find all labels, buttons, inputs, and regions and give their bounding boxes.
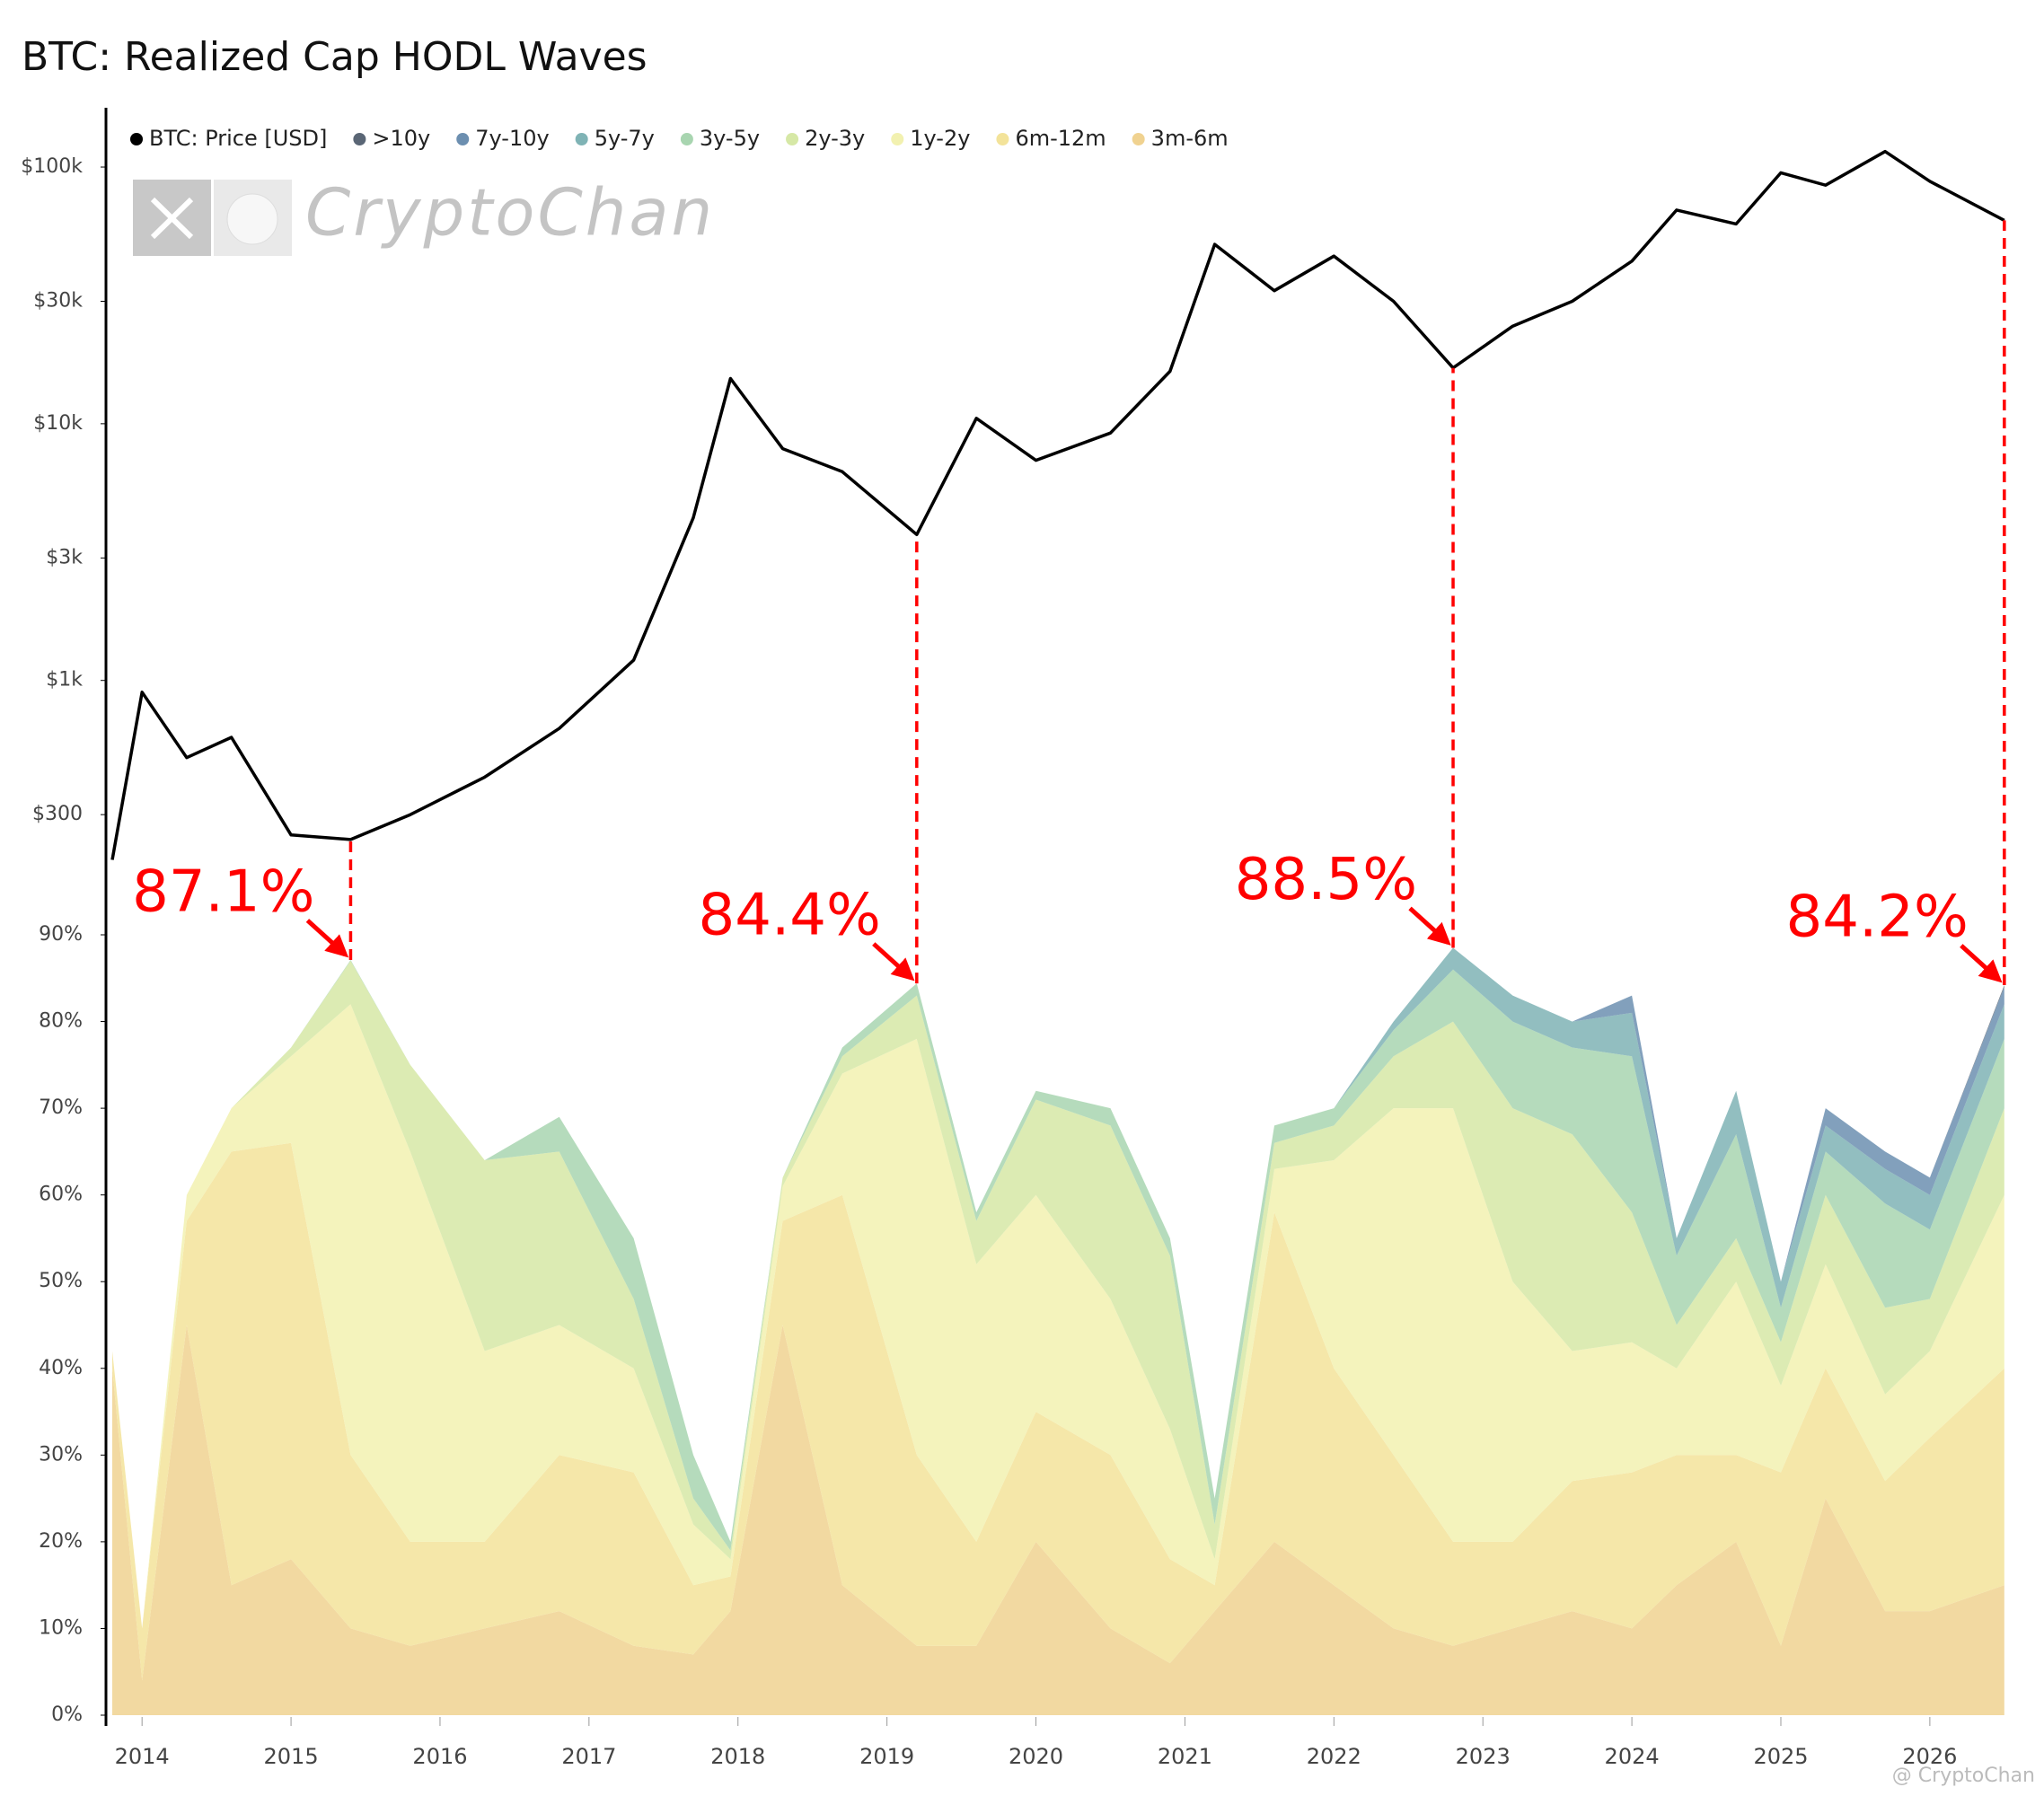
legend-label: 2y-3y (805, 126, 865, 151)
y-tick-label: 30% (39, 1443, 83, 1466)
x-tick-label: 2014 (115, 1744, 170, 1769)
x-tick-label: 2016 (412, 1744, 467, 1769)
legend-label: 7y-10y (475, 126, 549, 151)
legend-label: >10y (372, 126, 430, 151)
area-band (112, 1004, 2004, 1629)
x-tick-label: 2021 (1158, 1744, 1212, 1769)
price-line (110, 149, 2005, 860)
annotation-label: 84.2% (1786, 885, 1969, 951)
annotation-label: 84.4% (699, 883, 881, 949)
y-tick-label: 40% (39, 1357, 83, 1379)
legend-label: 5y-7y (595, 126, 655, 151)
legend-marker (891, 133, 904, 145)
legend-label: 6m-12m (1015, 126, 1106, 151)
area-band (112, 1325, 2004, 1715)
watermark: CryptoChan (305, 175, 715, 251)
areas (112, 947, 2004, 1715)
chart-title: BTC: Realized Cap HODL Waves (22, 34, 648, 80)
y-tick-label: 10% (39, 1616, 83, 1639)
annotation-arrow (872, 942, 915, 982)
y2-tick-label: $30k (33, 289, 83, 312)
x-tick-label: 2025 (1753, 1744, 1808, 1769)
x-tick-label: 2018 (710, 1744, 765, 1769)
y-tick-label: 90% (39, 923, 83, 946)
x-tick-label: 2022 (1307, 1744, 1361, 1769)
legend-marker (680, 133, 693, 145)
logo (133, 180, 292, 256)
legend-label: BTC: Price [USD] (149, 126, 327, 151)
y-tick-label: 50% (39, 1270, 83, 1292)
y2-tick-label: $3k (46, 546, 83, 568)
x-tick-label: 2017 (561, 1744, 616, 1769)
logo-x (150, 197, 194, 240)
legend-marker (575, 133, 588, 145)
x-tick-label: 2019 (859, 1744, 914, 1769)
x-tick-label: 2026 (1902, 1744, 1957, 1769)
annotation-label: 87.1% (132, 859, 314, 926)
y2-tick-label: $1k (46, 669, 83, 691)
annotation-arrow (1408, 906, 1451, 946)
legend: BTC: Price [USD] >10y 7y-10y 5y-7y 3y-5y 2y-3… (130, 126, 1229, 151)
legend-marker (996, 133, 1009, 145)
annotation-arrow (1960, 944, 2003, 983)
y2-tick-label: $10k (33, 412, 83, 435)
area-band (112, 1142, 2004, 1681)
y-tick-label: 80% (39, 1010, 83, 1033)
legend-marker (130, 133, 143, 145)
y2-tick-label: $300 (32, 803, 83, 825)
legend-label: 3m-6m (1151, 126, 1229, 151)
y-tick-label: 70% (39, 1096, 83, 1119)
x-tick-label: 2024 (1605, 1744, 1660, 1769)
annotation-label: 88.5% (1235, 847, 1417, 913)
y2-tick-label: $100k (21, 155, 83, 178)
area-band (112, 961, 2004, 1629)
legend-marker (1132, 133, 1145, 145)
legend-marker (786, 133, 799, 145)
logo-face (226, 193, 278, 245)
legend-marker (353, 133, 366, 145)
legend-label: 3y-5y (700, 126, 760, 151)
annotation-arrow (305, 919, 349, 958)
x-tick-label: 2020 (1009, 1744, 1063, 1769)
y-tick-label: 0% (51, 1704, 83, 1726)
x-tick-label: 2015 (264, 1744, 319, 1769)
y-tick-label: 60% (39, 1184, 83, 1206)
x-tick-label: 2023 (1456, 1744, 1511, 1769)
credit: @ CryptoChan (1892, 1765, 2035, 1787)
legend-label: 1y-2y (910, 126, 970, 151)
y-tick-label: 20% (39, 1530, 83, 1553)
legend-marker (456, 133, 470, 145)
